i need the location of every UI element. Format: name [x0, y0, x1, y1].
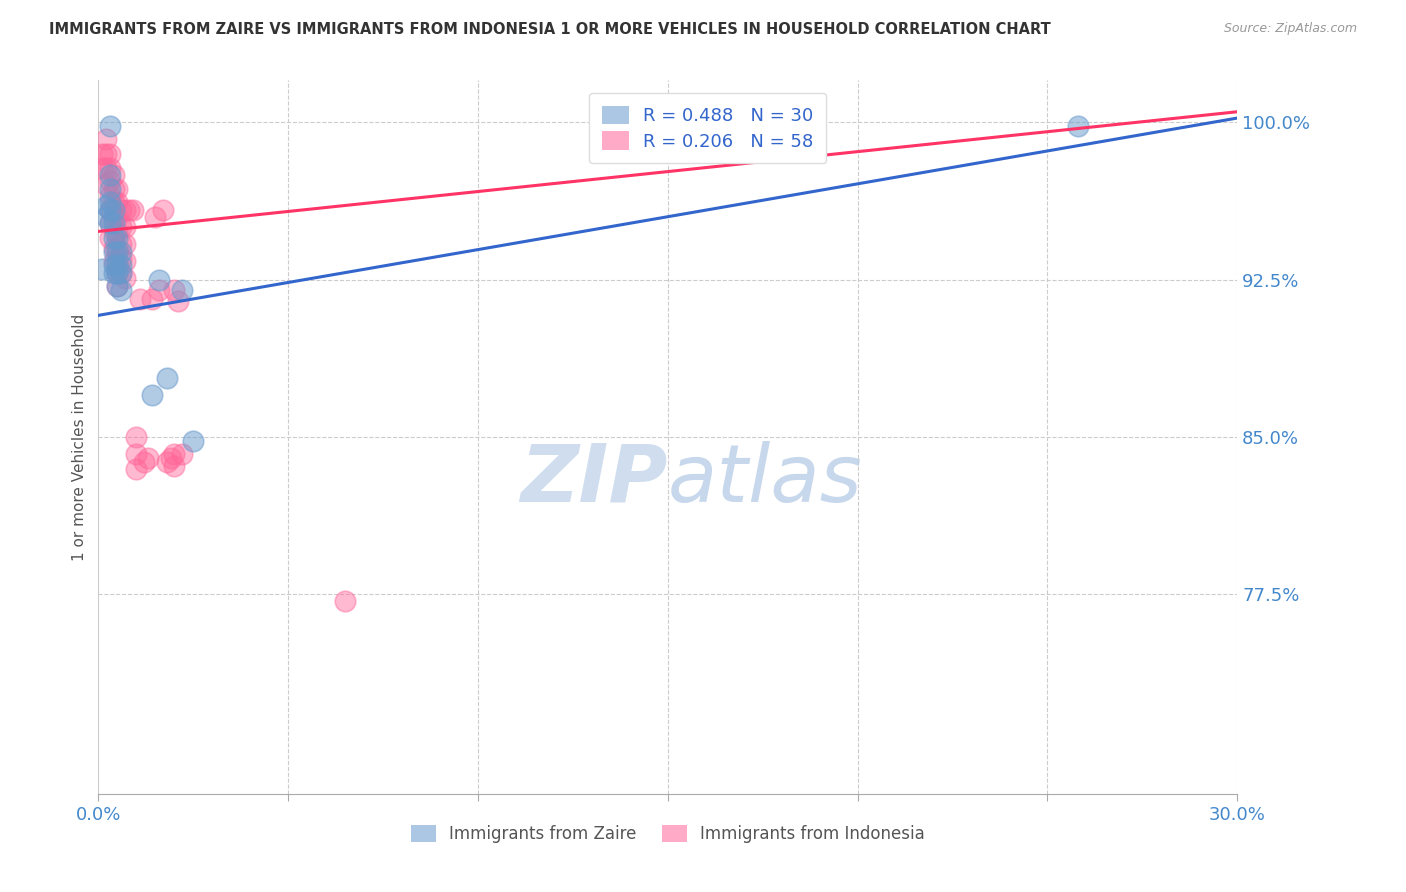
Point — [103, 182, 125, 196]
Point — [110, 283, 132, 297]
Point — [163, 459, 186, 474]
Point — [98, 182, 121, 196]
Point — [107, 224, 129, 238]
Point — [145, 210, 167, 224]
Point — [156, 371, 179, 385]
Point — [107, 258, 129, 272]
Point — [98, 203, 121, 218]
Point — [118, 203, 141, 218]
Point — [107, 266, 129, 280]
Point — [98, 203, 121, 218]
Point — [103, 253, 125, 268]
Text: atlas: atlas — [668, 441, 863, 519]
Point — [110, 266, 132, 280]
Point — [335, 594, 357, 608]
Point — [91, 161, 114, 176]
Point — [170, 283, 193, 297]
Point — [163, 447, 186, 461]
Point — [110, 203, 132, 218]
Point — [94, 210, 117, 224]
Point — [103, 266, 125, 280]
Text: ZIP: ZIP — [520, 441, 668, 519]
Point — [94, 146, 117, 161]
Point — [94, 199, 117, 213]
Point — [114, 220, 136, 235]
Point — [129, 292, 152, 306]
Point — [107, 182, 129, 196]
Point — [125, 430, 148, 444]
Point — [156, 455, 179, 469]
Point — [170, 447, 193, 461]
Point — [98, 230, 121, 244]
Point — [107, 230, 129, 244]
Point — [132, 455, 155, 469]
Text: IMMIGRANTS FROM ZAIRE VS IMMIGRANTS FROM INDONESIA 1 OR MORE VEHICLES IN HOUSEHO: IMMIGRANTS FROM ZAIRE VS IMMIGRANTS FROM… — [49, 22, 1050, 37]
Point — [125, 461, 148, 475]
Point — [103, 194, 125, 209]
Point — [91, 262, 114, 277]
Point — [103, 245, 125, 260]
Point — [110, 252, 132, 266]
Point — [141, 388, 163, 402]
Point — [107, 241, 129, 255]
Point — [98, 216, 121, 230]
Point — [121, 203, 143, 218]
Point — [110, 266, 132, 280]
Point — [98, 216, 121, 230]
Point — [107, 245, 129, 260]
Point — [103, 216, 125, 230]
Point — [107, 279, 129, 293]
Point — [110, 258, 132, 272]
Point — [98, 188, 121, 202]
Point — [125, 447, 148, 461]
Point — [94, 132, 117, 146]
Point — [103, 203, 125, 218]
Point — [148, 283, 170, 297]
Point — [114, 237, 136, 252]
Point — [1067, 120, 1090, 134]
Point — [163, 283, 186, 297]
Point — [107, 253, 129, 268]
Point — [114, 203, 136, 218]
Point — [114, 270, 136, 285]
Point — [98, 168, 121, 182]
Point — [107, 194, 129, 209]
Y-axis label: 1 or more Vehicles in Household: 1 or more Vehicles in Household — [72, 313, 87, 561]
Legend: Immigrants from Zaire, Immigrants from Indonesia: Immigrants from Zaire, Immigrants from I… — [405, 818, 931, 850]
Text: Source: ZipAtlas.com: Source: ZipAtlas.com — [1223, 22, 1357, 36]
Point — [91, 146, 114, 161]
Point — [107, 210, 129, 224]
Point — [94, 161, 117, 176]
Point — [103, 210, 125, 224]
Point — [110, 237, 132, 252]
Point — [98, 161, 121, 176]
Point — [152, 203, 174, 218]
Point — [114, 253, 136, 268]
Point — [103, 258, 125, 272]
Point — [98, 174, 121, 188]
Point — [141, 292, 163, 306]
Point — [98, 194, 121, 209]
Point — [107, 266, 129, 280]
Point — [98, 146, 121, 161]
Point — [103, 230, 125, 244]
Point — [103, 241, 125, 255]
Point — [94, 178, 117, 193]
Point — [103, 168, 125, 182]
Point — [103, 224, 125, 238]
Point — [110, 220, 132, 235]
Point — [136, 451, 159, 466]
Point — [110, 245, 132, 260]
Point — [148, 273, 170, 287]
Point — [159, 451, 181, 466]
Point — [107, 279, 129, 293]
Point — [167, 293, 190, 308]
Point — [98, 120, 121, 134]
Point — [183, 434, 205, 449]
